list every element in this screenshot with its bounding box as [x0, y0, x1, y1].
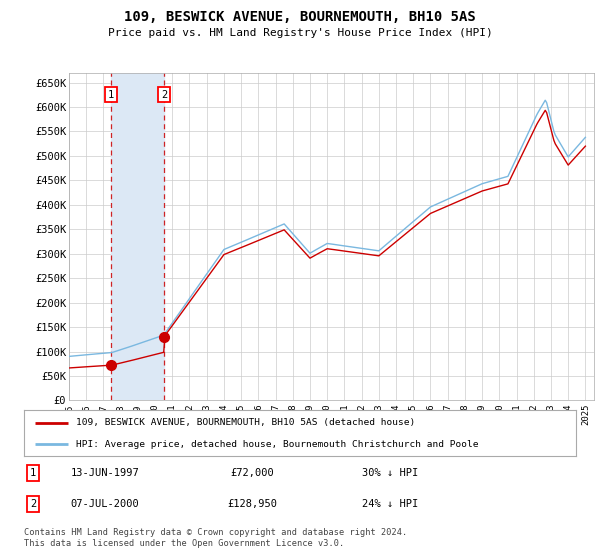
- Text: 1: 1: [30, 468, 36, 478]
- Text: 13-JUN-1997: 13-JUN-1997: [71, 468, 139, 478]
- Bar: [111, 73, 164, 400]
- Text: 2: 2: [30, 499, 36, 509]
- Text: £72,000: £72,000: [230, 468, 274, 478]
- Text: Contains HM Land Registry data © Crown copyright and database right 2024.
This d: Contains HM Land Registry data © Crown c…: [24, 528, 407, 548]
- Text: 109, BESWICK AVENUE, BOURNEMOUTH, BH10 5AS: 109, BESWICK AVENUE, BOURNEMOUTH, BH10 5…: [124, 10, 476, 24]
- Text: 2: 2: [161, 90, 167, 100]
- Text: £128,950: £128,950: [227, 499, 277, 509]
- Text: Price paid vs. HM Land Registry's House Price Index (HPI): Price paid vs. HM Land Registry's House …: [107, 28, 493, 38]
- Text: 24% ↓ HPI: 24% ↓ HPI: [362, 499, 418, 509]
- Text: 109, BESWICK AVENUE, BOURNEMOUTH, BH10 5AS (detached house): 109, BESWICK AVENUE, BOURNEMOUTH, BH10 5…: [76, 418, 416, 427]
- Text: HPI: Average price, detached house, Bournemouth Christchurch and Poole: HPI: Average price, detached house, Bour…: [76, 440, 479, 449]
- Text: 1: 1: [108, 90, 114, 100]
- Text: 07-JUL-2000: 07-JUL-2000: [71, 499, 139, 509]
- Text: 30% ↓ HPI: 30% ↓ HPI: [362, 468, 418, 478]
